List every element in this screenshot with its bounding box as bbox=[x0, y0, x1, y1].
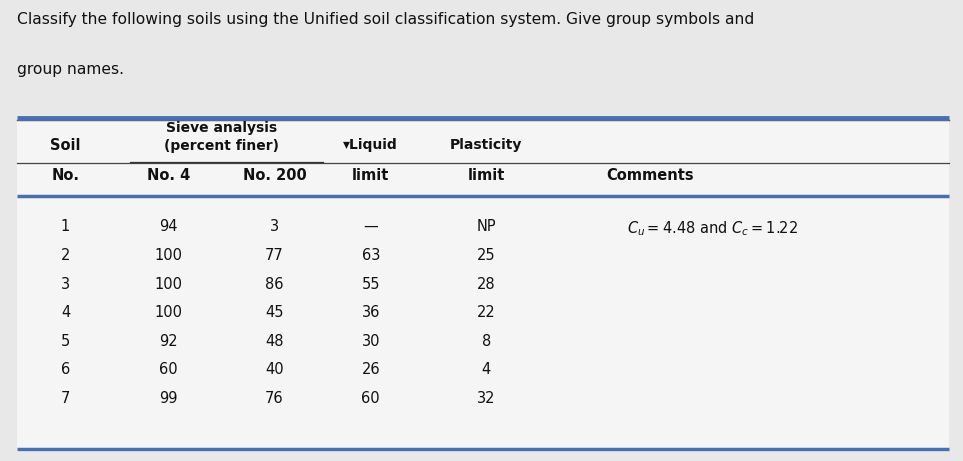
Text: 32: 32 bbox=[477, 391, 496, 406]
Text: —: — bbox=[363, 219, 378, 234]
Text: 8: 8 bbox=[482, 334, 491, 349]
Text: 22: 22 bbox=[477, 305, 496, 320]
Text: limit: limit bbox=[352, 168, 389, 183]
Text: 4: 4 bbox=[61, 305, 70, 320]
Text: 25: 25 bbox=[477, 248, 496, 263]
Text: Comments: Comments bbox=[607, 168, 693, 183]
Text: 63: 63 bbox=[361, 248, 380, 263]
Text: 4: 4 bbox=[482, 362, 491, 378]
Text: 100: 100 bbox=[154, 277, 183, 292]
Text: 40: 40 bbox=[265, 362, 284, 378]
Text: 3: 3 bbox=[270, 219, 279, 234]
Text: 60: 60 bbox=[361, 391, 380, 406]
Text: NP: NP bbox=[477, 219, 496, 234]
Text: 2: 2 bbox=[61, 248, 70, 263]
Text: 30: 30 bbox=[361, 334, 380, 349]
Text: 26: 26 bbox=[361, 362, 380, 378]
Text: 5: 5 bbox=[61, 334, 70, 349]
Text: 7: 7 bbox=[61, 391, 70, 406]
Text: Sieve analysis
(percent finer): Sieve analysis (percent finer) bbox=[164, 121, 279, 153]
Text: No. 200: No. 200 bbox=[243, 168, 306, 183]
Text: 36: 36 bbox=[361, 305, 380, 320]
Text: 45: 45 bbox=[265, 305, 284, 320]
Text: No.: No. bbox=[51, 168, 80, 183]
Text: Classify the following soils using the Unified soil classification system. Give : Classify the following soils using the U… bbox=[17, 12, 755, 27]
Text: Plasticity: Plasticity bbox=[450, 138, 523, 152]
FancyBboxPatch shape bbox=[17, 118, 949, 452]
Text: Soil: Soil bbox=[50, 138, 81, 154]
Text: 100: 100 bbox=[154, 248, 183, 263]
Text: 99: 99 bbox=[159, 391, 178, 406]
Text: group names.: group names. bbox=[17, 62, 124, 77]
Text: 92: 92 bbox=[159, 334, 178, 349]
Text: 86: 86 bbox=[265, 277, 284, 292]
Text: 3: 3 bbox=[61, 277, 70, 292]
Text: $C_u = 4.48$ and $C_c = 1.22$: $C_u = 4.48$ and $C_c = 1.22$ bbox=[627, 219, 798, 238]
Text: 1: 1 bbox=[61, 219, 70, 234]
Text: limit: limit bbox=[468, 168, 505, 183]
Text: 28: 28 bbox=[477, 277, 496, 292]
Text: 94: 94 bbox=[159, 219, 178, 234]
Text: 100: 100 bbox=[154, 305, 183, 320]
Text: 6: 6 bbox=[61, 362, 70, 378]
Text: ▾Liquid: ▾Liquid bbox=[344, 138, 398, 152]
Text: 55: 55 bbox=[361, 277, 380, 292]
Text: No. 4: No. 4 bbox=[147, 168, 190, 183]
Text: 77: 77 bbox=[265, 248, 284, 263]
Text: 76: 76 bbox=[265, 391, 284, 406]
Text: 48: 48 bbox=[265, 334, 284, 349]
Text: 60: 60 bbox=[159, 362, 178, 378]
